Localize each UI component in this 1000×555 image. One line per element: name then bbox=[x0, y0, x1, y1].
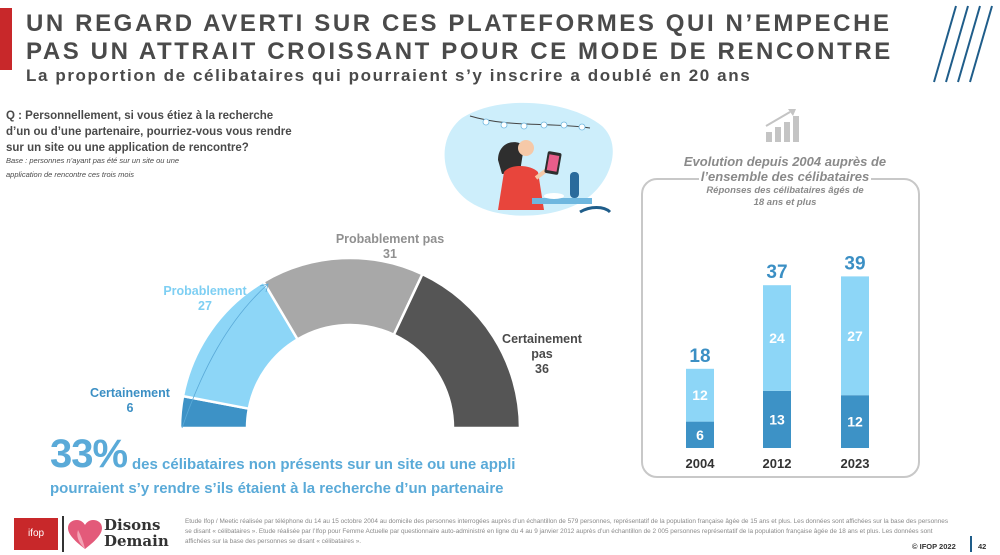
label-probablement-pas: Probablement pas 31 bbox=[320, 232, 460, 262]
base-line-2: application de rencontre ces trois mois bbox=[6, 170, 134, 179]
bar-2023-segment-1-label: 12 bbox=[847, 414, 863, 430]
evolution-title: Evolution depuis 2004 auprès de l’ensemb… bbox=[670, 154, 900, 184]
page-number: 42 bbox=[978, 542, 987, 551]
dating-app-illustration bbox=[444, 102, 613, 216]
x-tick-2012: 2012 bbox=[763, 456, 792, 471]
bar-2012-segment-1 bbox=[763, 390, 791, 448]
accent-bar bbox=[0, 8, 12, 70]
bar-2012-segment-2 bbox=[763, 285, 791, 391]
gauge-segment-certainement-pas bbox=[392, 272, 522, 430]
ifop-logo: ifop bbox=[14, 518, 58, 550]
label-certainement-pas: Certainement pas 36 bbox=[495, 332, 589, 377]
bar-2012-segment-1-label: 13 bbox=[769, 411, 785, 427]
label-certainement: Certainement 6 bbox=[82, 386, 178, 416]
half-donut-chart bbox=[178, 256, 522, 430]
bar-2023-total: 39 bbox=[844, 253, 865, 274]
disons-demain-logo: Disons Demain bbox=[104, 517, 169, 549]
copyright: © IFOP 2022 bbox=[912, 542, 956, 551]
logo-line-2: Demain bbox=[104, 532, 169, 550]
heart-icon bbox=[68, 520, 102, 549]
kpi-percent: 33% bbox=[50, 432, 128, 476]
stacked-bar-chart: 6 12 18 2004 13 24 37 2012 12 27 39 2023 bbox=[686, 253, 870, 471]
label-certainement-pas-name-1: Certainement bbox=[502, 332, 582, 346]
bar-2012-segment-2-label: 24 bbox=[769, 330, 785, 346]
evolution-subtitle-line-1: Réponses des célibataires âgés de bbox=[706, 185, 864, 196]
base-line-1: Base : personnes n’ayant pas été sur un … bbox=[6, 156, 180, 165]
logo-line-1: Disons bbox=[104, 516, 161, 534]
label-probablement-name: Probablement bbox=[163, 284, 247, 298]
label-certainement-pas-value: 36 bbox=[535, 362, 549, 376]
bar-2012-total: 37 bbox=[766, 262, 787, 283]
page-separator bbox=[970, 536, 972, 552]
evolution-subtitle-line-2: 18 ans et plus bbox=[753, 197, 817, 208]
bar-2004-segment-1-label: 6 bbox=[696, 427, 704, 443]
kpi-line-1: des célibataires non présents sur un sit… bbox=[132, 456, 516, 473]
label-certainement-value: 6 bbox=[126, 401, 134, 415]
survey-base: Base : personnes n’ayant pas été sur un … bbox=[6, 154, 206, 182]
label-probablement: Probablement 27 bbox=[150, 284, 260, 314]
evolution-subtitle: Réponses des célibataires âgés de 18 ans… bbox=[690, 185, 880, 209]
label-probablement-pas-value: 31 bbox=[383, 247, 397, 261]
x-tick-2004: 2004 bbox=[686, 456, 716, 471]
survey-question: Q : Personnellement, si vous étiez à la … bbox=[6, 110, 292, 154]
kpi-line-2: pourraient s’y rendre s’ils étaient à la… bbox=[50, 480, 504, 497]
bar-2023-segment-2 bbox=[841, 276, 869, 396]
evolution-title-line-2: l’ensemble des célibataires bbox=[698, 169, 872, 184]
label-certainement-pas-name-2: pas bbox=[531, 347, 553, 361]
bar-2004-total: 18 bbox=[689, 346, 710, 367]
trend-arrow-icon bbox=[181, 283, 269, 429]
source-note: Etude Ifop / Meetic réalisée par télépho… bbox=[185, 518, 949, 545]
bar-2023-segment-1 bbox=[841, 395, 869, 448]
bar-2004-segment-2-label: 12 bbox=[692, 387, 708, 403]
bar-2023-segment-2-label: 27 bbox=[847, 328, 863, 344]
evolution-title-line-1: Evolution depuis 2004 auprès de bbox=[683, 154, 887, 169]
bar-2004-segment-1 bbox=[686, 421, 714, 448]
decorative-hatch-icon bbox=[933, 5, 993, 83]
label-probablement-value: 27 bbox=[198, 299, 212, 313]
page-title: UN REGARD AVERTI SUR CES PLATEFORMES QUI… bbox=[26, 10, 893, 65]
bar-2004-segment-2 bbox=[686, 368, 714, 422]
x-tick-2023: 2023 bbox=[841, 456, 870, 471]
growth-chart-icon bbox=[765, 109, 799, 142]
logo-separator bbox=[62, 516, 64, 552]
label-certainement-name: Certainement bbox=[90, 386, 170, 400]
label-probablement-pas-name: Probablement pas bbox=[335, 232, 445, 246]
page-subtitle: La proportion de célibataires qui pourra… bbox=[26, 66, 752, 85]
